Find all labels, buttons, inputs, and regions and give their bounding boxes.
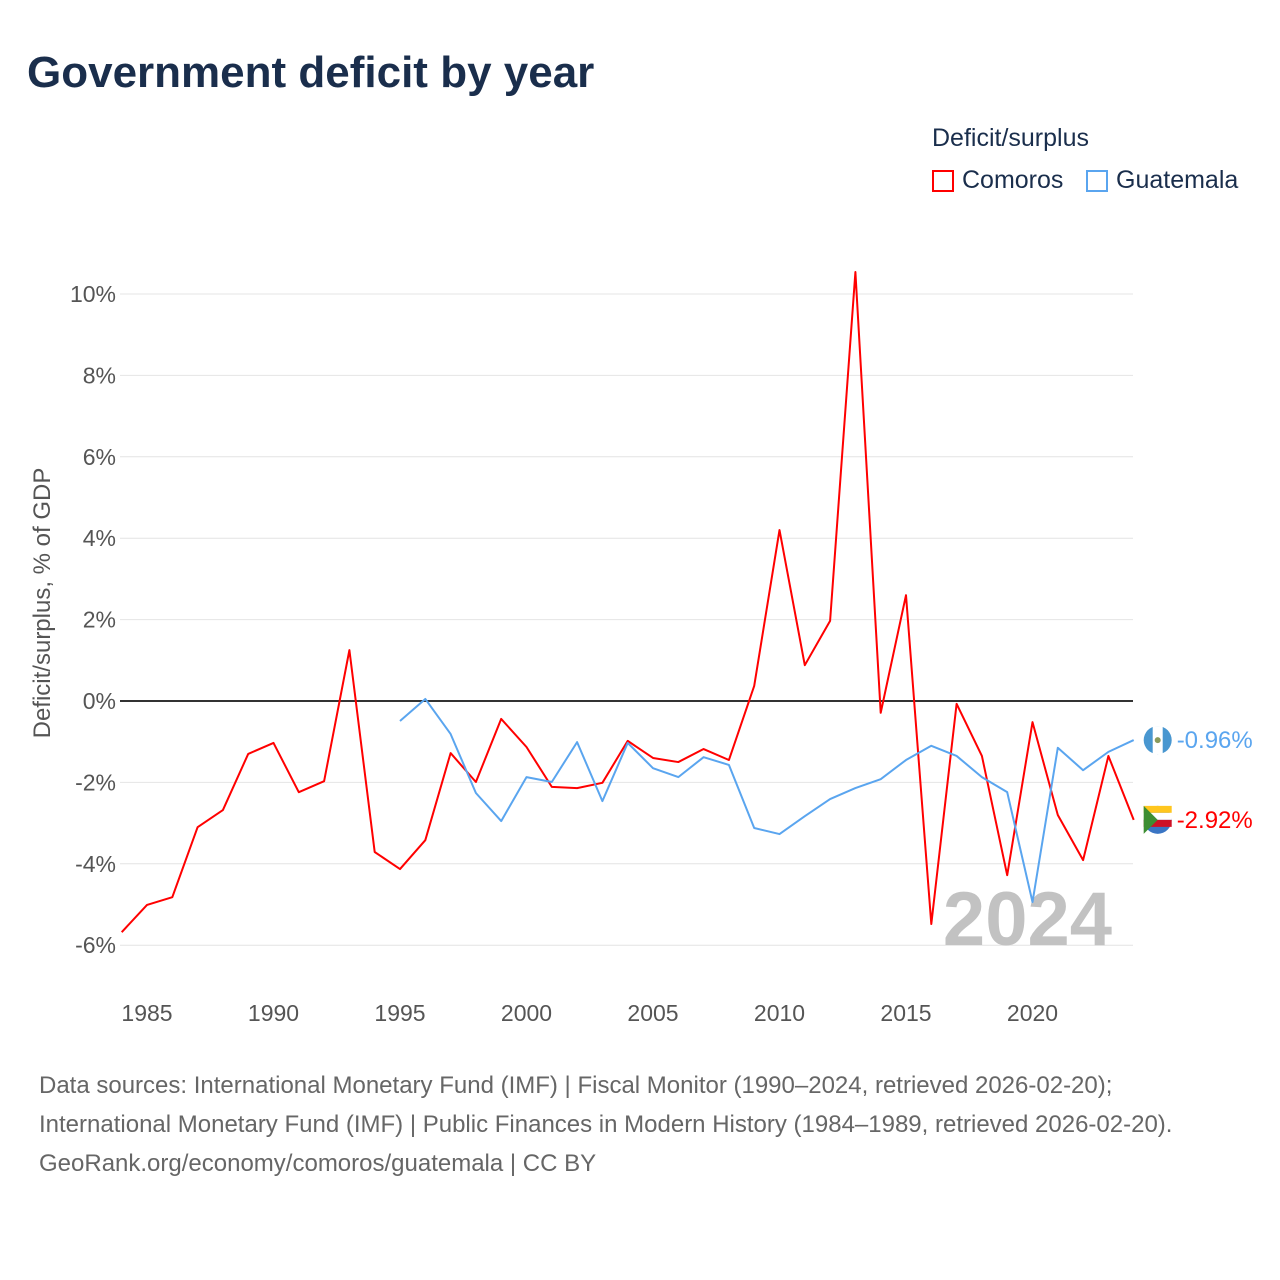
- x-tick-label: 2020: [1007, 1000, 1058, 1026]
- legend-label: Guatemala: [1116, 166, 1239, 194]
- flag-icon-guatemala: [1143, 726, 1172, 755]
- x-tick-label: 2015: [880, 1000, 931, 1026]
- footer: Data sources: International Monetary Fun…: [39, 1066, 1239, 1183]
- series-line-comoros[interactable]: [120, 271, 1135, 933]
- legend-item-comoros[interactable]: Comoros: [932, 166, 1063, 195]
- y-tick-label: 10%: [70, 281, 116, 307]
- x-tick-label: 1985: [121, 1000, 172, 1026]
- y-tick-label: 4%: [83, 525, 116, 551]
- x-tick-label: 1995: [374, 1000, 425, 1026]
- end-value-label-guatemala: -0.96%: [1177, 727, 1253, 754]
- flag-icon-comoros: [1143, 805, 1172, 834]
- legend-label: Comoros: [962, 166, 1064, 194]
- end-value-label-comoros: -2.92%: [1177, 807, 1253, 834]
- chart-title: Government deficit by year: [27, 48, 595, 97]
- x-tick-label: 2010: [754, 1000, 805, 1026]
- x-tick-label: 2005: [627, 1000, 678, 1026]
- data-sources: Data sources: International Monetary Fun…: [39, 1072, 1173, 1138]
- legend-title: Deficit/surplus: [932, 124, 1089, 152]
- y-tick-label: 8%: [83, 362, 116, 388]
- y-tick-label: -6%: [75, 932, 116, 958]
- y-tick-label: 2%: [83, 607, 116, 633]
- legend-item-guatemala[interactable]: Guatemala: [1086, 166, 1238, 195]
- credit-link[interactable]: GeoRank.org/economy/comoros/guatemala | …: [39, 1150, 597, 1177]
- y-tick-label: -4%: [75, 851, 116, 877]
- year-watermark: 2024: [943, 877, 1112, 962]
- y-tick-label: 6%: [83, 444, 116, 470]
- y-tick-label: -2%: [75, 769, 116, 795]
- y-tick-label: 0%: [83, 688, 116, 714]
- x-tick-label: 1990: [248, 1000, 299, 1026]
- y-axis-label: Deficit/surplus, % of GDP: [29, 468, 56, 739]
- series-line-guatemala[interactable]: [399, 697, 1135, 904]
- x-tick-label: 2000: [501, 1000, 552, 1026]
- legend-swatch-comoros: [932, 169, 954, 192]
- legend-swatch-guatemala: [1086, 169, 1108, 192]
